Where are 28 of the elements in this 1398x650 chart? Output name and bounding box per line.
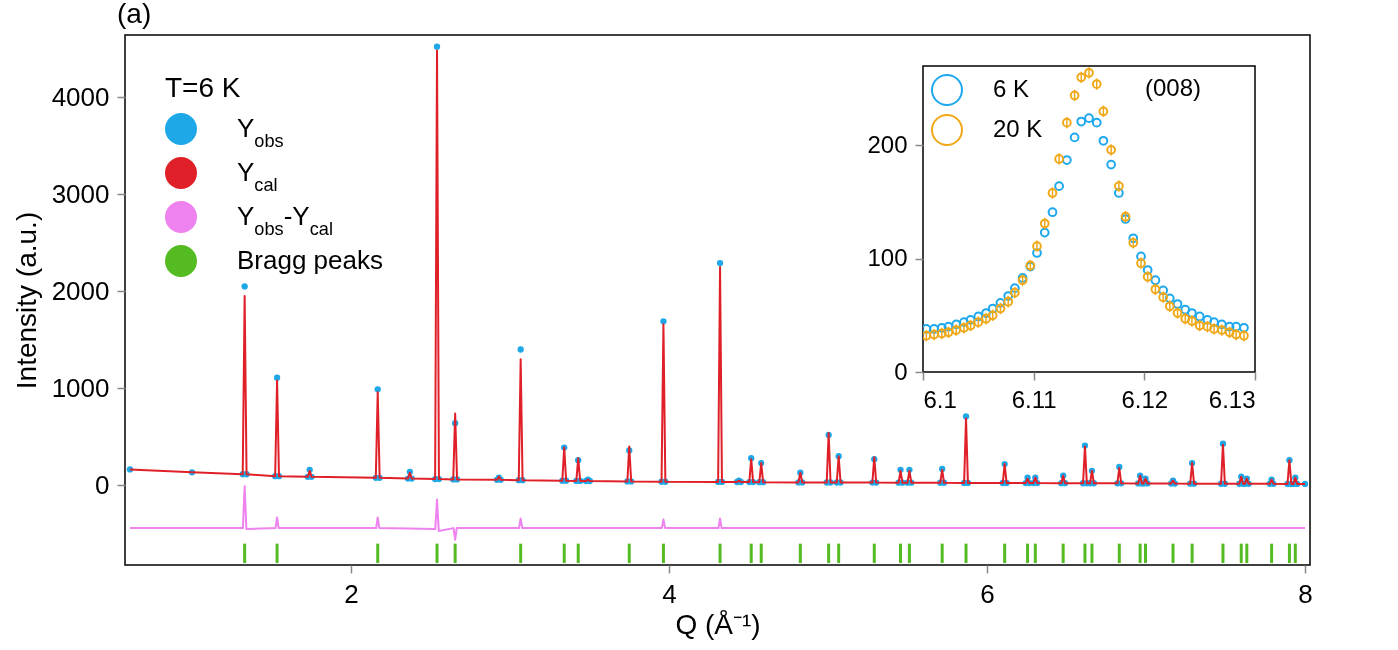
- x-tick-label: 6: [980, 578, 995, 609]
- x-axis-title: Q (Å⁻¹): [675, 608, 761, 640]
- x-tick-label: 6.11: [1011, 385, 1057, 413]
- y-tick-label: 4000: [51, 81, 110, 112]
- legend-label: Y$_{obs}$-Y$_{cal}$: [237, 201, 333, 239]
- y-tick-label: 3000: [51, 178, 110, 209]
- x-tick-label: 2: [344, 578, 359, 609]
- y-tick-label: 0: [95, 469, 110, 500]
- legend-title: T=6 K: [165, 72, 241, 103]
- y-tick-label: 200: [867, 130, 908, 158]
- y-axis-title: Intensity (a.u.): [10, 211, 42, 390]
- x-tick-label: 6.1: [923, 385, 957, 413]
- x-tick-label: 4: [662, 578, 677, 609]
- text: (a): [117, 0, 152, 30]
- legend-label: 6 K: [993, 75, 1030, 102]
- y-tick-label: 2000: [51, 275, 110, 306]
- legend-label: Y$_{cal}$: [237, 157, 278, 195]
- legend-label: Bragg peaks: [237, 245, 383, 275]
- x-tick-label: 6.13: [1208, 385, 1256, 413]
- y-tick-label: 1000: [51, 372, 110, 403]
- legend-label: Y$_{obs}$: [237, 113, 284, 151]
- legend-label: 20 K: [993, 115, 1043, 142]
- x-tick-label: 6.12: [1121, 385, 1169, 413]
- line-series: [129, 485, 1306, 541]
- y-tick-label: 0: [894, 357, 908, 385]
- x-tick-label: 8: [1298, 578, 1313, 609]
- y-tick-label: 100: [867, 244, 908, 272]
- annotation: (008): [1145, 74, 1202, 102]
